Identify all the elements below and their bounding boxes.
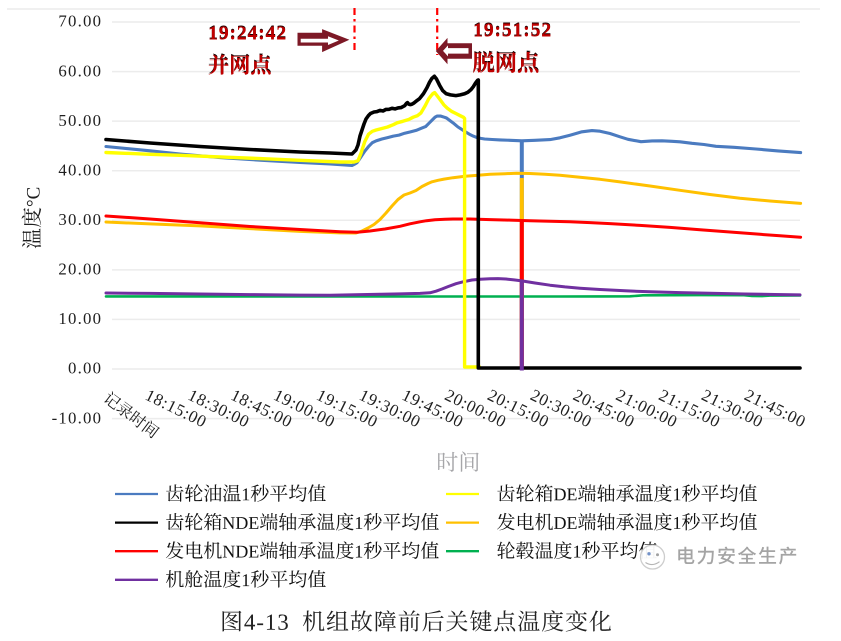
svg-text:0.00: 0.00 xyxy=(68,359,102,378)
svg-text:60.00: 60.00 xyxy=(58,61,102,80)
svg-text:20.00: 20.00 xyxy=(58,260,102,279)
svg-text:50.00: 50.00 xyxy=(58,111,102,130)
svg-text:-10.00: -10.00 xyxy=(52,408,103,427)
svg-text:40.00: 40.00 xyxy=(58,160,102,179)
svg-text:19:24:42: 19:24:42 xyxy=(208,23,287,45)
svg-text:10.00: 10.00 xyxy=(58,309,102,328)
svg-text:19:51:52: 19:51:52 xyxy=(473,20,552,42)
svg-text:19:51:52: 19:51:52 xyxy=(473,18,552,40)
svg-text:70.00: 70.00 xyxy=(58,12,102,31)
svg-text:19:24:42: 19:24:42 xyxy=(208,21,287,43)
svg-text:30.00: 30.00 xyxy=(58,210,102,229)
